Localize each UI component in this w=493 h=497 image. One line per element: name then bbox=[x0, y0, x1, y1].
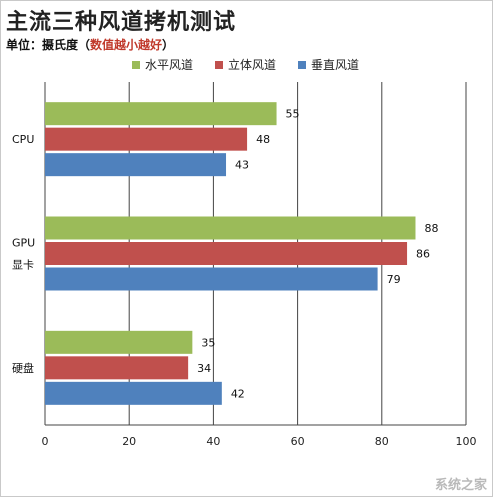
category-label: 显卡 bbox=[12, 259, 34, 272]
bar bbox=[45, 153, 227, 177]
category-label: GPU bbox=[12, 237, 35, 250]
chart-legend: 水平风道 立体风道 垂直风道 bbox=[132, 56, 359, 73]
chart-title: 主流三种风道拷机测试 bbox=[6, 10, 237, 35]
chart-subtitle: 单位：摄氏度（数值越小越好） bbox=[6, 36, 174, 53]
legend-swatch bbox=[215, 60, 224, 69]
bar bbox=[45, 102, 277, 126]
subtitle-suffix: ） bbox=[162, 38, 175, 52]
legend-item-3d: 立体风道 bbox=[215, 56, 276, 73]
category-label: CPU bbox=[12, 133, 34, 146]
legend-label: 垂直风道 bbox=[311, 58, 360, 72]
data-label: 34 bbox=[197, 362, 211, 375]
x-tick-label: 80 bbox=[375, 435, 389, 448]
bar bbox=[45, 216, 416, 240]
category-label: 硬盘 bbox=[12, 361, 34, 375]
data-label: 79 bbox=[387, 273, 401, 286]
x-tick-label: 100 bbox=[456, 435, 477, 448]
bar bbox=[45, 356, 189, 380]
x-tick-label: 0 bbox=[42, 435, 49, 448]
data-label: 88 bbox=[424, 222, 438, 235]
subtitle-prefix: 单位：摄氏度（ bbox=[6, 38, 91, 52]
data-label: 55 bbox=[286, 108, 300, 121]
legend-swatch bbox=[132, 60, 140, 69]
legend-label: 立体风道 bbox=[228, 58, 277, 72]
bar bbox=[45, 381, 222, 405]
x-tick-label: 20 bbox=[122, 435, 136, 448]
watermark-logo: 系统之家 bbox=[434, 478, 487, 493]
legend-item-horizontal: 水平风道 bbox=[132, 56, 193, 73]
bar bbox=[45, 267, 378, 291]
data-label: 43 bbox=[235, 159, 249, 172]
legend-label: 水平风道 bbox=[145, 58, 194, 72]
subtitle-emphasis: 数值越小越好 bbox=[90, 38, 163, 52]
x-tick-label: 40 bbox=[206, 435, 220, 448]
bar bbox=[45, 330, 193, 354]
data-label: 86 bbox=[416, 248, 430, 261]
x-tick-label: 60 bbox=[291, 435, 305, 448]
legend-item-vertical: 垂直风道 bbox=[298, 56, 359, 73]
bar bbox=[45, 242, 408, 265]
data-label: 48 bbox=[256, 133, 270, 146]
data-label: 42 bbox=[231, 387, 245, 400]
data-label: 35 bbox=[201, 336, 215, 349]
legend-swatch bbox=[298, 60, 307, 69]
bar bbox=[45, 127, 248, 151]
